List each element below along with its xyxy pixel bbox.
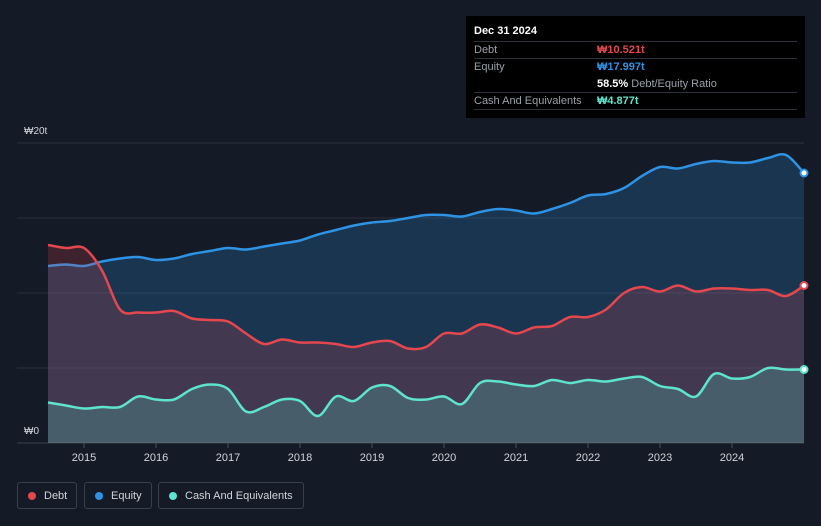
legend-cash-button[interactable]: Cash And Equivalents bbox=[158, 482, 304, 509]
cash-line bbox=[47, 366, 805, 418]
y-axis-top-label: ₩20t bbox=[24, 126, 48, 137]
tooltip-debt-label: Debt bbox=[474, 44, 498, 56]
tooltip-debt-value: ₩10.521t bbox=[597, 44, 645, 56]
tooltip-equity-label: Equity bbox=[474, 61, 505, 73]
x-tick-label: 2018 bbox=[288, 452, 312, 464]
tooltip-cash-label: Cash And Equivalents bbox=[474, 95, 582, 107]
x-tick-label: 2019 bbox=[360, 452, 384, 464]
tooltip-cash-value: ₩4.877t bbox=[597, 95, 639, 107]
x-tick-label: 2022 bbox=[576, 452, 600, 464]
debt-area bbox=[48, 245, 804, 443]
debt-dot-icon bbox=[28, 491, 36, 500]
x-tick-label: 2020 bbox=[432, 452, 456, 464]
debt-line bbox=[47, 243, 805, 351]
legend-equity-label: Equity bbox=[111, 489, 142, 502]
legend-equity-button[interactable]: Equity bbox=[84, 482, 152, 509]
x-tick-label: 2016 bbox=[144, 452, 168, 464]
equity-dot-icon bbox=[95, 491, 103, 500]
cash-end-marker bbox=[799, 365, 809, 374]
x-tick-label: 2024 bbox=[720, 452, 744, 464]
x-tick-label: 2015 bbox=[72, 452, 96, 464]
tooltip-divider bbox=[474, 58, 797, 59]
tooltip-ratio-value: 58.5% bbox=[597, 78, 629, 90]
tooltip-divider bbox=[474, 109, 797, 110]
tooltip-divider bbox=[474, 41, 797, 42]
equity-line bbox=[47, 152, 805, 268]
cash-dot-icon bbox=[169, 491, 177, 500]
x-tick-label: 2017 bbox=[216, 452, 240, 464]
tooltip-ratio: 58.5% Debt/Equity Ratio bbox=[597, 78, 717, 90]
debt-end-marker bbox=[799, 281, 809, 290]
equity-area bbox=[48, 154, 804, 443]
cash-area bbox=[48, 367, 804, 443]
y-axis-bottom-label: ₩0 bbox=[24, 426, 39, 437]
equity-end-marker bbox=[799, 168, 809, 178]
tooltip-date: Dec 31 2024 bbox=[474, 25, 537, 37]
tooltip-panel: Dec 31 2024 Debt ₩10.521t Equity ₩17.997… bbox=[466, 16, 805, 118]
legend-debt-label: Debt bbox=[44, 489, 68, 502]
tooltip-ratio-label: Debt/Equity Ratio bbox=[631, 78, 717, 90]
legend-debt-button[interactable]: Debt bbox=[17, 482, 77, 509]
legend-cash-label: Cash And Equivalents bbox=[185, 489, 293, 502]
x-tick-label: 2023 bbox=[648, 452, 672, 464]
tooltip-equity-value: ₩17.997t bbox=[597, 61, 645, 73]
tooltip-divider bbox=[474, 92, 797, 93]
x-tick-label: 2021 bbox=[504, 452, 528, 464]
